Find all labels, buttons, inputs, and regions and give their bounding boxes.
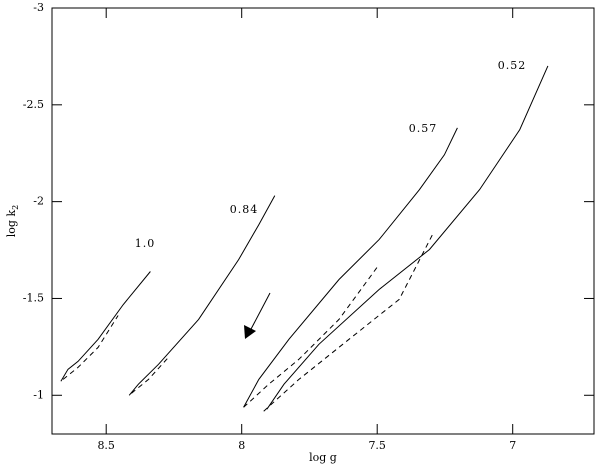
- plot-frame: [51, 7, 595, 435]
- y-axis-label: log k2: [5, 205, 20, 237]
- y-tick-label: -2: [33, 195, 44, 208]
- y-tick-label: -3: [33, 1, 44, 14]
- curve-label: 0.84: [230, 203, 259, 216]
- line: [266, 65, 549, 410]
- curve-label: 1.0: [135, 237, 156, 250]
- line: [243, 264, 380, 408]
- y-tick-label: -2.5: [23, 98, 44, 111]
- line: [60, 271, 151, 382]
- curve-label: 0.57: [409, 122, 438, 135]
- x-tick-label: 7.5: [368, 439, 386, 452]
- arrow-head: [244, 325, 256, 339]
- curve-label: 0.52: [498, 59, 527, 72]
- y-tick-label: -1: [33, 388, 44, 401]
- x-tick-label: 8: [238, 439, 245, 452]
- y-tick-label: -1.5: [23, 291, 44, 304]
- arrow-shaft: [249, 292, 271, 332]
- x-tick-label: 7: [509, 439, 516, 452]
- y-axis-label-subscript: 2: [11, 205, 20, 210]
- x-axis-label: log g: [309, 451, 337, 464]
- line: [128, 195, 276, 396]
- line: [131, 356, 169, 394]
- line: [243, 127, 458, 408]
- y-axis-label-group: log k2: [5, 205, 20, 237]
- line: [263, 234, 433, 412]
- y-axis-label-main: log k: [5, 210, 18, 238]
- line: [62, 315, 119, 380]
- x-tick-label: 8.5: [97, 439, 115, 452]
